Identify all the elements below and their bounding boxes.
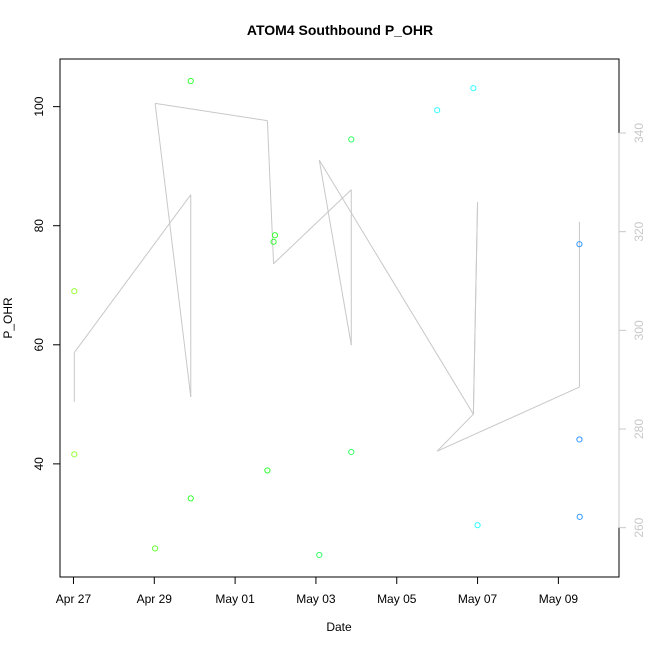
- line-segment: [73, 194, 192, 353]
- y-right-tick-label: 260: [632, 517, 646, 537]
- data-point: [434, 107, 441, 114]
- x-axis-label: Date: [326, 620, 352, 634]
- chart-title: ATOM4 Southbound P_OHR: [247, 22, 433, 38]
- y-right-tick-label: 280: [632, 419, 646, 439]
- y-right-tick-label: 340: [632, 123, 646, 143]
- x-tick-label: May 03: [296, 592, 336, 606]
- line-segment: [266, 120, 275, 264]
- y-axis-label: P_OHR: [1, 297, 15, 339]
- line-segment: [436, 413, 474, 452]
- data-point: [474, 522, 481, 529]
- y-axis: 40 60 80 100: [32, 96, 61, 471]
- line-segment: [436, 386, 580, 452]
- line-segment: [318, 160, 352, 346]
- data-point: [348, 136, 355, 143]
- data-point: [264, 467, 271, 474]
- line-segment: [472, 202, 479, 415]
- x-tick-label: May 07: [458, 592, 498, 606]
- data-point: [270, 238, 277, 245]
- line-segment: [154, 103, 192, 397]
- data-point: [187, 495, 194, 502]
- data-point: [470, 85, 477, 92]
- data-point: [152, 545, 159, 552]
- y-tick-label: 40: [32, 457, 46, 471]
- x-tick-label: May 05: [377, 592, 417, 606]
- data-point: [271, 232, 279, 239]
- data-point: [576, 241, 583, 248]
- y-tick-label: 80: [32, 219, 46, 233]
- data-point: [316, 551, 323, 559]
- plot-frame: [59, 58, 620, 578]
- x-tick-label: Apr 29: [137, 592, 173, 606]
- data-point: [576, 513, 583, 520]
- data-point: [348, 448, 355, 456]
- data-point: [187, 77, 194, 85]
- x-tick-label: May 09: [539, 592, 579, 606]
- data-point: [576, 436, 583, 443]
- x-axis: Apr 27 Apr 29 May 01 May 03 May 05 May 07 May …: [56, 576, 579, 606]
- y-right-tick-label: 320: [632, 221, 646, 241]
- line-segment: [273, 189, 352, 265]
- line-segment: [155, 102, 268, 122]
- y-tick-label: 60: [32, 338, 46, 352]
- x-tick-label: Apr 27: [56, 592, 92, 606]
- line-segment: [318, 159, 474, 415]
- data-point: [71, 451, 78, 458]
- scatter-points: [71, 77, 583, 559]
- line-series: [73, 102, 580, 452]
- y-right-tick-label: 300: [632, 320, 646, 340]
- data-point: [71, 288, 78, 295]
- y-axis-right: 260 280 300 320 340: [618, 123, 646, 538]
- x-tick-label: May 01: [215, 592, 255, 606]
- y-tick-label: 100: [32, 96, 46, 116]
